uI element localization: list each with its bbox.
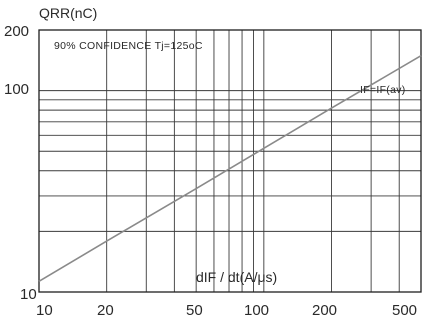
x-tick-label-20: 20 [97,302,114,319]
y-axis-label: QRR(nC) [39,5,97,21]
y-tick-label-10: 10 [20,286,37,303]
x-tick-label-10: 10 [36,302,53,319]
x-axis-label: dIF / dt(A/μs) [196,269,277,285]
annotation-series-label: IF=IF(av) [360,84,406,96]
grid-lines [39,30,421,292]
plot-frame [38,29,422,293]
x-tick-label-200: 200 [312,302,337,319]
x-tick-label-100: 100 [244,302,269,319]
series-layer [38,55,422,282]
y-tick-label-100: 100 [4,81,29,98]
x-tick-label-50: 50 [186,302,203,319]
annotation-confidence: 90% CONFIDENCE Tj=125oC [54,40,203,52]
y-tick-label-200: 200 [4,23,29,40]
x-tick-label-500: 500 [392,302,417,319]
series-line [38,55,422,282]
